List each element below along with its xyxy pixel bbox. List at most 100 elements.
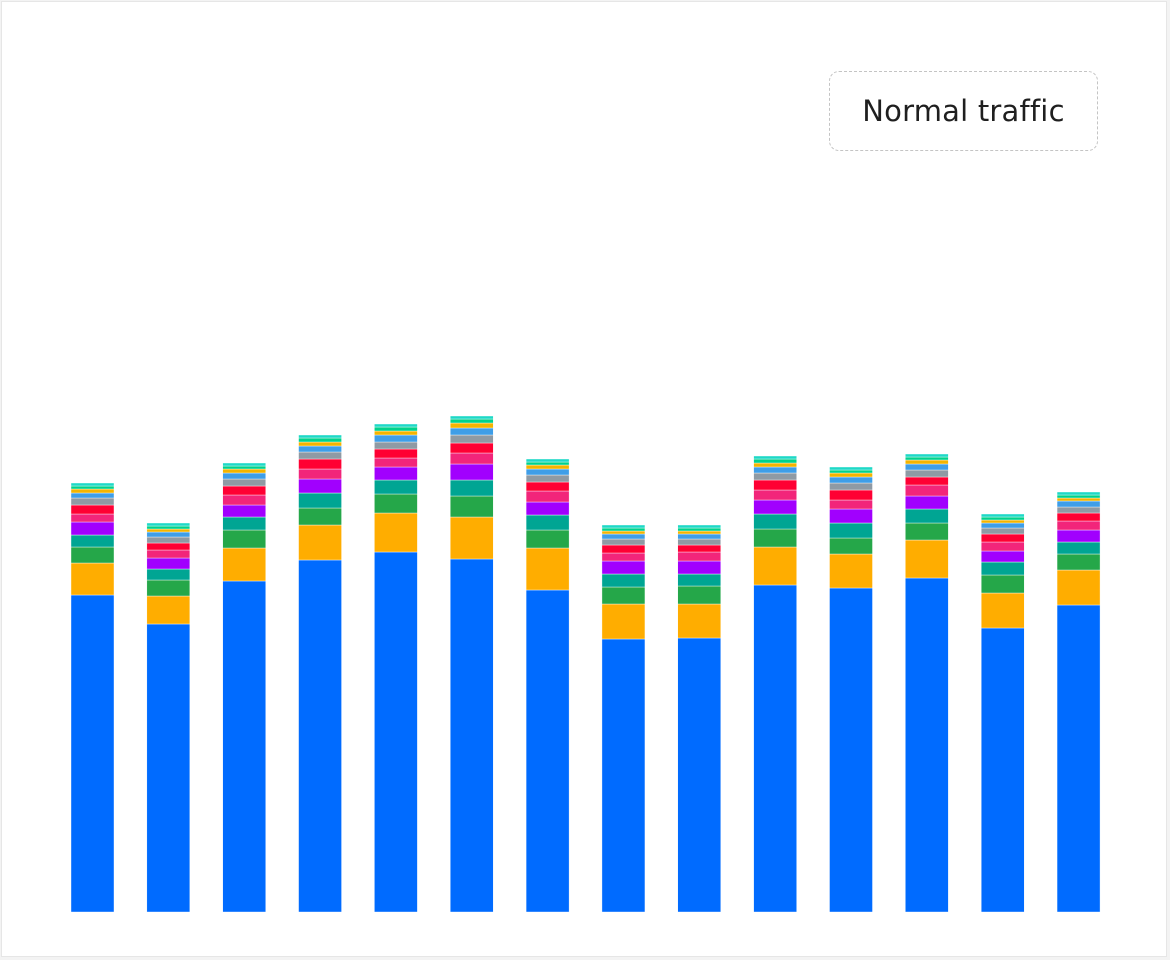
bar-segment-9-1 (677, 637, 721, 913)
bar-segment-2-5 (146, 557, 191, 570)
bar-segment-14-7 (1056, 512, 1101, 522)
bar-segment-1-4 (70, 534, 115, 548)
bar-segment-5-1 (374, 551, 418, 913)
bar-segment-1-11 (70, 485, 115, 490)
bar-segment-4-12 (298, 434, 342, 439)
bar-segment-3-11 (222, 465, 266, 470)
bar-segment-9-4 (677, 573, 721, 587)
bar-stack-13 (981, 513, 1025, 913)
bar-segment-13-6 (981, 541, 1025, 552)
bar-segment-14-6 (1056, 520, 1101, 531)
bar-segment-12-3 (905, 522, 949, 541)
bar-segment-5-9 (374, 434, 418, 443)
bar-segment-3-9 (222, 472, 266, 480)
bar-segment-14-5 (1056, 529, 1101, 543)
bar-segment-9-3 (677, 585, 721, 605)
bar-segment-2-7 (146, 542, 191, 551)
bar-segment-2-10 (146, 528, 191, 533)
bar-segment-4-2 (298, 524, 342, 561)
bar-segment-5-5 (374, 466, 418, 481)
bar-segment-6-4 (450, 479, 494, 497)
bar-segment-1-6 (70, 513, 115, 523)
bar-segment-9-2 (677, 603, 721, 639)
bar-segment-14-8 (1056, 506, 1101, 514)
bar-segment-11-9 (829, 476, 873, 484)
bar-stack-2 (146, 522, 191, 913)
bar-segment-14-11 (1056, 494, 1101, 499)
bar-segment-5-6 (374, 457, 418, 468)
bar-segment-10-11 (753, 458, 797, 464)
bar-segment-11-12 (829, 466, 873, 471)
bar-stack-4 (298, 434, 342, 913)
bar-segment-3-2 (222, 547, 266, 582)
bar-segment-9-10 (677, 530, 721, 535)
bar-segment-7-8 (525, 474, 570, 483)
bar-segment-14-12 (1056, 491, 1101, 496)
bar-segment-10-5 (753, 499, 797, 515)
bar-segment-10-10 (753, 462, 797, 468)
bar-segment-2-12 (146, 522, 191, 527)
bar-segment-12-8 (905, 469, 949, 478)
bar-segment-6-7 (450, 442, 494, 454)
bar-segment-13-9 (981, 522, 1025, 529)
bar-stack-10 (753, 455, 797, 913)
bar-segment-11-6 (829, 499, 873, 510)
bar-segment-6-6 (450, 452, 494, 465)
bar-segment-6-10 (450, 422, 494, 429)
bar-stack-8 (601, 524, 646, 913)
bar-stack-14 (1056, 491, 1101, 913)
bar-segment-4-11 (298, 437, 342, 443)
bar-stack-7 (525, 458, 570, 913)
bar-segment-5-10 (374, 430, 418, 436)
bar-segment-6-1 (450, 558, 494, 913)
bar-segment-12-11 (905, 456, 949, 461)
bar-segment-7-4 (525, 514, 570, 531)
bar-segment-14-2 (1056, 569, 1101, 606)
bar-segment-14-9 (1056, 500, 1101, 508)
bar-segment-5-8 (374, 441, 418, 450)
bar-segment-4-10 (298, 441, 342, 447)
bar-segment-9-9 (677, 533, 721, 540)
bar-segment-10-2 (753, 546, 797, 586)
bar-segment-1-2 (70, 562, 115, 596)
bar-segment-6-9 (450, 427, 494, 436)
bar-segment-1-12 (70, 482, 115, 487)
bar-segment-11-10 (829, 472, 873, 478)
bar-segment-9-7 (677, 544, 721, 553)
bar-segment-3-7 (222, 485, 266, 496)
bar-segment-2-3 (146, 579, 191, 597)
bar-segment-4-1 (298, 559, 342, 913)
bar-segment-4-8 (298, 451, 342, 460)
bar-segment-12-4 (905, 508, 949, 524)
bar-segment-1-1 (70, 594, 115, 913)
bar-segment-13-2 (981, 592, 1025, 629)
bar-segment-6-11 (450, 418, 494, 424)
legend-box: Normal traffic (829, 71, 1098, 151)
bar-segment-7-11 (525, 461, 570, 466)
bar-segment-8-2 (601, 603, 646, 640)
bar-stack-9 (677, 524, 721, 913)
bar-segment-13-7 (981, 533, 1025, 543)
bar-segment-7-5 (525, 501, 570, 516)
bar-segment-10-4 (753, 513, 797, 530)
bar-segment-10-12 (753, 455, 797, 460)
bar-stack-11 (829, 466, 873, 913)
bar-segment-11-2 (829, 553, 873, 589)
bar-segment-10-8 (753, 472, 797, 481)
bar-segment-11-4 (829, 522, 873, 539)
legend-label: Normal traffic (862, 94, 1065, 128)
bar-segment-7-12 (525, 458, 570, 463)
bar-segment-5-7 (374, 448, 418, 459)
bar-segment-4-9 (298, 445, 342, 453)
bar-segment-2-1 (146, 623, 191, 913)
bar-segment-6-5 (450, 463, 494, 481)
bar-segment-11-8 (829, 482, 873, 491)
bar-segment-10-6 (753, 489, 797, 501)
bar-segment-11-3 (829, 537, 873, 555)
bar-segment-2-2 (146, 595, 191, 625)
bar-segment-11-7 (829, 489, 873, 501)
bar-segment-6-3 (450, 495, 494, 518)
bar-segment-3-3 (222, 529, 266, 549)
